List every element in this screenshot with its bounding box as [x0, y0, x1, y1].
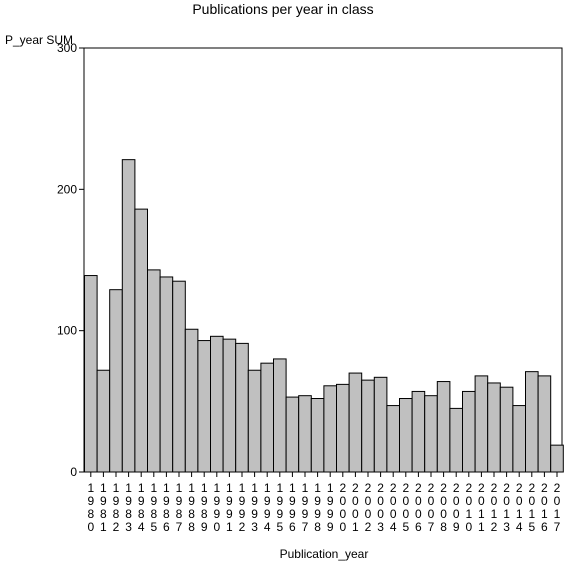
bar-2001 [348, 372, 363, 473]
bar-2005 [399, 398, 413, 473]
bars [84, 159, 564, 473]
y-axis: 0 100 200 300 [57, 41, 84, 479]
bar-1987 [172, 280, 186, 473]
y-tick-label: 300 [57, 41, 77, 55]
y-tick-label: 200 [57, 182, 77, 196]
bar-1994 [260, 362, 274, 473]
bar-1993 [247, 369, 262, 473]
bar-2004 [386, 405, 400, 473]
x-axis: 1 9 8 0 1 9 8 1 1 9 8 2 1 9 8 3 1 9 8 4 1 9 8 5 1 9 8 6 1 9 8 7 1 9 8 8 1 9 8 9… [87, 472, 561, 534]
bar-1986 [159, 276, 174, 473]
bar-2009 [449, 407, 463, 473]
bar-1988 [184, 328, 199, 473]
bar-2014 [512, 405, 527, 473]
bar-1983 [121, 159, 136, 473]
bar-1990 [210, 335, 224, 473]
y-axis-label: P_year SUM [5, 33, 73, 47]
bar-2000 [336, 383, 350, 473]
x-axis-label: Publication_year [280, 547, 369, 561]
bar-1998 [310, 398, 325, 473]
bar-1997 [298, 395, 312, 473]
bar-2008 [436, 381, 451, 473]
chart-title: Publications per year in class [192, 1, 373, 17]
bar-1984 [134, 208, 148, 473]
y-tick-label: 0 [70, 465, 77, 479]
bar-1985 [147, 269, 161, 473]
bar-1995 [273, 358, 287, 473]
bar-1992 [235, 342, 249, 473]
bar-2016 [537, 375, 552, 473]
bar-2002 [361, 379, 375, 473]
bar-2003 [373, 376, 388, 473]
bar-2013 [499, 386, 514, 473]
bar-1996 [285, 396, 300, 473]
bar-1999 [323, 385, 337, 473]
bar-1982 [109, 289, 123, 473]
bar-2010 [462, 390, 476, 473]
bar-1989 [197, 340, 211, 473]
bar-2015 [525, 371, 539, 473]
bar-2006 [411, 390, 426, 473]
bar-2012 [487, 382, 501, 473]
y-tick-label: 100 [57, 324, 77, 338]
bar-2011 [474, 375, 489, 473]
bar-1981 [96, 369, 111, 473]
bar-2017 [550, 444, 564, 473]
bar-1980 [84, 275, 98, 473]
bar-2007 [424, 395, 438, 473]
bar-1991 [222, 338, 237, 473]
